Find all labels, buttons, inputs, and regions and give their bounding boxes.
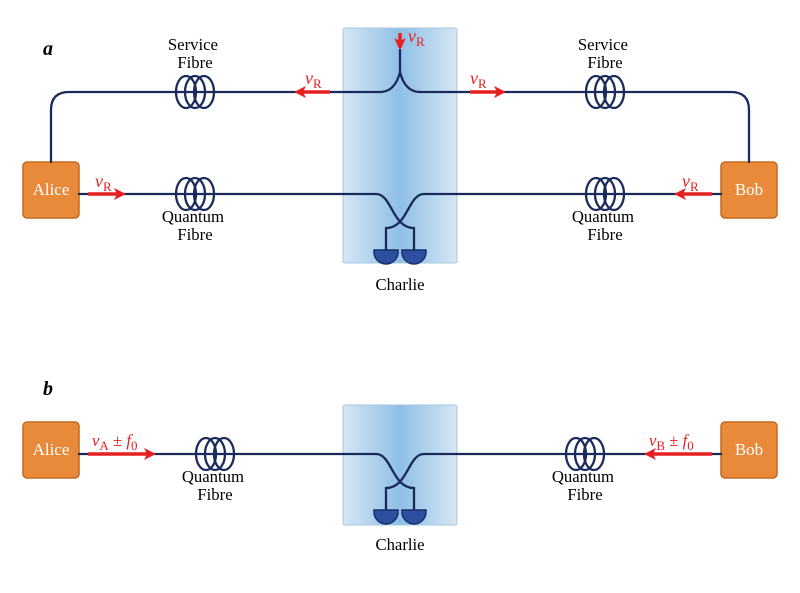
panel-b-label: b (43, 378, 53, 400)
service-fibre-label-right: Service Fibre (578, 35, 632, 72)
bob-label-b: Bob (735, 440, 763, 459)
svg-text:νR: νR (470, 68, 487, 91)
quantum-fibre-label-right-a: Quantum Fibre (572, 207, 638, 244)
panel-a-label: a (43, 38, 53, 60)
panel-a: a Alice Bob (23, 26, 777, 294)
label-nu-r-service-left: νR (305, 68, 322, 91)
quantum-fibre-label-right-b: Quantum Fibre (552, 467, 618, 504)
service-fibre-left (51, 92, 380, 162)
svg-text:νR: νR (95, 171, 112, 194)
quantum-fibre-label-left-a: Quantum Fibre (162, 207, 228, 244)
bob-label-a: Bob (735, 180, 763, 199)
label-nu-a-f0: νA ± f0 (92, 431, 137, 453)
alice-label-b: Alice (33, 440, 70, 459)
service-fibre-label-left: Service Fibre (168, 35, 222, 72)
panel-b: b Alice Bob νA ± f0 (23, 378, 777, 554)
label-nu-r-bob: νR (682, 171, 699, 194)
alice-label-a: Alice (33, 180, 70, 199)
quantum-fibre-label-left-b: Quantum Fibre (182, 467, 248, 504)
charlie-region-b (343, 405, 457, 525)
svg-text:νR: νR (682, 171, 699, 194)
alice-node-b: Alice (23, 422, 79, 478)
charlie-label-b: Charlie (375, 535, 424, 554)
label-nu-r-alice: νR (95, 171, 112, 194)
label-nu-r-service-right: νR (470, 68, 487, 91)
bob-node-a: Bob (721, 162, 777, 218)
bob-node-b: Bob (721, 422, 777, 478)
service-fibre-right (420, 92, 749, 162)
svg-text:νR: νR (305, 68, 322, 91)
label-nu-b-f0: νB ± f0 (649, 431, 694, 453)
charlie-label-a: Charlie (375, 275, 424, 294)
alice-node-a: Alice (23, 162, 79, 218)
qkd-diagram: a Alice Bob (0, 0, 800, 593)
